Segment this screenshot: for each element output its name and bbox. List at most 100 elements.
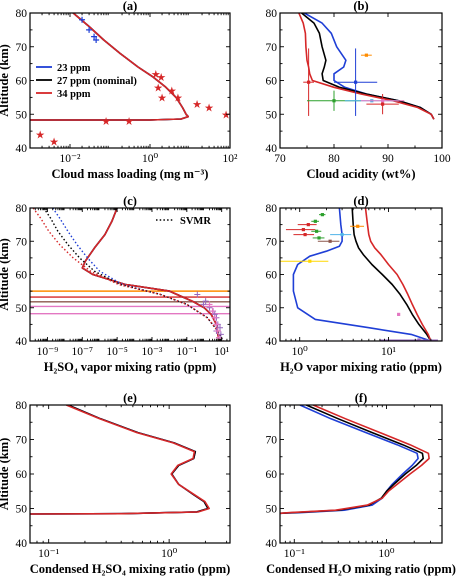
observation-star: ★ xyxy=(153,81,163,94)
y-axis-label: Altitude (km) xyxy=(0,44,11,117)
series-line-27-ppm-nominal- xyxy=(301,13,435,120)
observation-point xyxy=(320,213,324,217)
panel-title: (c) xyxy=(123,194,137,208)
y-tick-label: 40 xyxy=(266,143,278,155)
observation-errbar xyxy=(211,314,218,321)
series-line-23-ppm xyxy=(81,208,220,341)
observation-star: ★ xyxy=(192,98,202,111)
x-tick-label: 100 xyxy=(433,153,451,165)
series-line-34-ppm xyxy=(30,405,210,515)
observation-errbar xyxy=(93,37,100,43)
x-tick-label: 10¹ xyxy=(381,346,397,358)
y-axis-label: Altitude (km) xyxy=(0,438,11,511)
y-tick-label: 80 xyxy=(16,400,28,412)
y-tick-label: 70 xyxy=(16,236,28,248)
observation-errbar xyxy=(206,301,213,308)
observation-star: ★ xyxy=(221,108,231,121)
observation-errbar xyxy=(79,16,86,23)
observation-point xyxy=(356,224,360,228)
x-tick-label: 10⁻¹ xyxy=(284,548,306,560)
observation-errbar xyxy=(214,328,221,335)
panel-4: (d) 40 50 60 70 80 10⁰ 10¹ H₂O vapor mixing rati… xyxy=(266,194,443,374)
observation-point xyxy=(381,99,385,103)
observation-star: ★ xyxy=(35,129,45,142)
panel-5: (e) 40 50 60 70 80 10⁻¹ 10⁰ Condensed H₂SO₄ mixi… xyxy=(0,391,231,576)
x-tick-label: 10¹ xyxy=(214,346,230,358)
series-line-23-ppm xyxy=(280,405,419,515)
plot-area xyxy=(298,13,435,120)
panel-title: (b) xyxy=(353,0,368,13)
plot-area xyxy=(30,405,210,515)
observation-star: ★ xyxy=(101,115,111,128)
panel-6: (f) 40 50 60 70 80 10⁻¹ 10⁰ Condensed H₂O mixing… xyxy=(266,391,456,576)
observation-point xyxy=(308,259,312,263)
observation-point xyxy=(354,80,358,84)
panel-title: (e) xyxy=(123,391,137,405)
series-line-svmr-27-ppm xyxy=(43,208,224,341)
observation-point xyxy=(306,223,310,227)
y-tick-label: 40 xyxy=(16,336,28,348)
plot-area xyxy=(280,405,430,515)
y-tick-label: 60 xyxy=(266,76,278,88)
x-tick-label: 10⁻³ xyxy=(141,346,163,358)
plot-area: ★★★ ★★★★★★★ ★★★ xyxy=(30,13,231,148)
observation-errbar xyxy=(86,26,93,33)
series-line-27-ppm-nominal- xyxy=(30,405,209,515)
plot-frame xyxy=(279,12,443,149)
panel-title: (f) xyxy=(355,391,368,405)
y-tick-label: 70 xyxy=(16,42,28,54)
observation-star: ★ xyxy=(204,102,214,115)
observation-errbar xyxy=(209,308,216,315)
panel-title: (d) xyxy=(353,194,368,208)
observation-point xyxy=(313,219,317,223)
plot-area xyxy=(280,208,438,341)
y-tick-label: 50 xyxy=(16,303,28,315)
series-line-34-ppm xyxy=(280,405,430,515)
observation-plus xyxy=(217,331,224,338)
observation-errbar xyxy=(213,321,220,328)
observation-star: ★ xyxy=(167,85,177,98)
x-axis-label: Cloud mass loading (mg m⁻³) xyxy=(52,167,209,181)
y-tick-label: 40 xyxy=(266,336,278,348)
y-tick-label: 60 xyxy=(16,76,28,88)
observation-star: ★ xyxy=(124,115,134,128)
legend-label: 34 ppm xyxy=(57,89,91,100)
observation-point xyxy=(417,338,421,341)
observation-plus xyxy=(194,291,201,298)
x-axis-label: Cloud acidity (wt%) xyxy=(306,167,415,181)
y-tick-label: 80 xyxy=(266,203,278,215)
y-tick-label: 50 xyxy=(266,109,278,121)
y-tick-label: 80 xyxy=(266,8,278,20)
series-line-svmr-23-ppm xyxy=(52,208,224,341)
x-tick-label: 10² xyxy=(223,153,239,165)
y-tick-label: 60 xyxy=(16,270,28,282)
observation-star: ★ xyxy=(156,71,166,84)
series-line-23-ppm xyxy=(292,208,432,341)
x-tick-label: 10⁰ xyxy=(161,548,178,560)
y-tick-label: 40 xyxy=(266,538,278,550)
plot-area xyxy=(30,208,230,341)
observation-point xyxy=(364,53,368,57)
plot-frame xyxy=(29,404,231,544)
y-tick-label: 60 xyxy=(266,270,278,282)
observation-point xyxy=(301,228,305,232)
observation-star: ★ xyxy=(151,68,161,81)
x-tick-label: 10⁻⁵ xyxy=(106,346,128,358)
y-tick-label: 70 xyxy=(266,42,278,54)
observation-plus xyxy=(200,301,207,308)
series-line-27-ppm-nominal- xyxy=(351,208,432,341)
y-tick-label: 70 xyxy=(16,435,28,447)
observation-plus xyxy=(202,298,209,305)
series-line-34-ppm xyxy=(30,13,189,121)
x-tick-label: 10⁻⁷ xyxy=(71,346,93,358)
observation-point xyxy=(340,233,344,237)
observation-plus xyxy=(216,324,223,331)
y-tick-label: 40 xyxy=(16,538,28,550)
y-tick-label: 50 xyxy=(266,504,278,516)
series-line-23-ppm xyxy=(30,405,209,515)
observation-point xyxy=(307,80,311,84)
y-tick-label: 80 xyxy=(266,400,278,412)
y-tick-label: 50 xyxy=(266,303,278,315)
observation-point xyxy=(381,102,385,106)
